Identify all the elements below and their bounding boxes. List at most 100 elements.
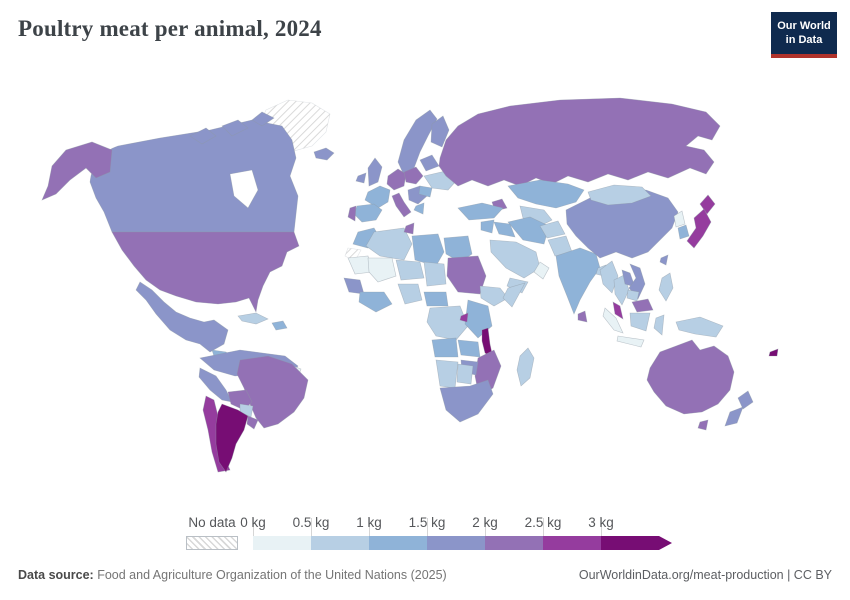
legend-tick-label: 2 kg (472, 515, 498, 530)
country-cambodia[interactable] (626, 289, 640, 302)
country-tasmania[interactable] (697, 419, 709, 431)
country-arctic-island-3[interactable] (251, 111, 275, 127)
country-philippines[interactable] (658, 272, 674, 302)
country-uruguay[interactable] (246, 415, 259, 430)
legend-bin-5[interactable] (543, 536, 601, 550)
country-tunisia[interactable] (403, 222, 415, 235)
country-malaysia-borneo[interactable] (631, 298, 654, 313)
country-alaska[interactable] (41, 141, 113, 201)
country-algeria[interactable] (365, 227, 413, 261)
country-levant[interactable] (480, 219, 495, 234)
country-iraq[interactable] (493, 221, 516, 238)
hudson-bay (229, 169, 259, 209)
country-ethiopia[interactable] (479, 285, 509, 307)
country-oman[interactable] (533, 261, 550, 280)
country-greece[interactable] (413, 202, 425, 215)
country-finland[interactable] (430, 115, 450, 148)
country-turkey[interactable] (457, 202, 504, 221)
country-poland[interactable] (403, 166, 424, 185)
legend-tick (485, 518, 486, 536)
country-germany[interactable] (386, 168, 407, 191)
country-papua-new-guinea[interactable] (675, 316, 724, 338)
country-west-africa-coast[interactable] (358, 291, 393, 313)
country-mali[interactable] (367, 257, 397, 283)
country-france[interactable] (364, 185, 391, 209)
legend-tick-label: 2.5 kg (524, 515, 562, 530)
country-brazil[interactable] (236, 355, 309, 429)
country-afghanistan[interactable] (539, 220, 566, 239)
country-libya[interactable] (411, 233, 445, 267)
country-ireland[interactable] (355, 172, 367, 184)
legend-no-data-label: No data (188, 515, 236, 530)
country-united-kingdom[interactable] (367, 157, 383, 187)
country-new-zealand-north[interactable] (737, 390, 754, 410)
country-united-states[interactable] (111, 231, 300, 313)
country-central-asia[interactable] (519, 205, 553, 227)
legend-bin-2[interactable] (369, 536, 427, 550)
country-rwanda[interactable] (459, 312, 469, 323)
country-north-korea[interactable] (673, 210, 686, 228)
legend-tick (253, 518, 254, 536)
country-mongolia[interactable] (587, 184, 652, 206)
country-indonesia-sulawesi[interactable] (653, 314, 665, 336)
country-namibia[interactable] (435, 359, 459, 389)
country-taiwan[interactable] (659, 254, 669, 266)
country-argentina[interactable] (215, 403, 249, 473)
country-portugal[interactable] (347, 205, 357, 222)
country-arctic-island-2[interactable] (221, 119, 249, 137)
country-fiji[interactable] (768, 348, 779, 357)
owid-logo[interactable]: Our World in Data (771, 12, 837, 58)
country-sri-lanka[interactable] (577, 310, 588, 323)
legend-bin-1[interactable] (311, 536, 369, 550)
legend-bin-0[interactable] (253, 536, 311, 550)
country-dr-congo[interactable] (426, 305, 469, 341)
country-saudi-arabia[interactable] (489, 239, 541, 279)
country-chad[interactable] (423, 261, 447, 287)
country-senegal-guinea[interactable] (343, 277, 365, 295)
legend-bin-6[interactable] (601, 536, 672, 550)
country-romania[interactable] (418, 185, 433, 198)
country-peru[interactable] (198, 367, 233, 403)
legend-no-data-swatch[interactable] (186, 536, 238, 550)
country-cuba[interactable] (237, 312, 269, 325)
country-mexico[interactable] (135, 281, 229, 353)
owid-logo-text: Our World in Data (777, 20, 831, 47)
legend-tick-label: 3 kg (588, 515, 614, 530)
country-iceland[interactable] (313, 147, 335, 161)
country-kazakhstan[interactable] (507, 179, 585, 209)
country-australia[interactable] (646, 339, 735, 415)
country-botswana[interactable] (456, 363, 474, 385)
country-indonesia-kalimantan[interactable] (629, 312, 651, 332)
country-cameroon-car[interactable] (423, 291, 449, 307)
legend-tick (311, 518, 312, 536)
country-zambia[interactable] (457, 339, 481, 358)
country-niger[interactable] (395, 259, 425, 281)
legend-bin-3[interactable] (427, 536, 485, 550)
country-sudan[interactable] (446, 255, 487, 295)
footer-source: Data source: Food and Agriculture Organi… (18, 568, 447, 582)
country-south-korea[interactable] (677, 224, 690, 240)
country-indonesia-java[interactable] (616, 335, 645, 348)
country-italy[interactable] (391, 192, 412, 218)
country-vietnam[interactable] (628, 263, 646, 300)
country-madagascar[interactable] (516, 347, 535, 387)
country-angola[interactable] (431, 337, 459, 358)
country-spain[interactable] (353, 203, 383, 223)
country-arctic-island-1[interactable] (189, 127, 217, 145)
legend-tick (601, 518, 602, 536)
country-india[interactable] (555, 247, 601, 315)
country-indonesia-sumatra[interactable] (602, 307, 624, 334)
country-south-africa[interactable] (439, 379, 494, 423)
country-malaysia-peninsula[interactable] (612, 301, 624, 320)
country-nigeria[interactable] (397, 283, 423, 305)
footer-citation-link[interactable]: OurWorldinData.org/meat-production | CC … (578, 568, 832, 582)
legend-bin-4[interactable] (485, 536, 543, 550)
country-baltics-belarus[interactable] (419, 154, 440, 172)
country-somalia[interactable] (502, 282, 526, 308)
country-japan-honshu[interactable] (686, 208, 712, 249)
country-new-zealand-south[interactable] (724, 406, 744, 427)
country-hispaniola[interactable] (271, 320, 288, 331)
country-russia[interactable] (438, 97, 721, 187)
legend-no-data: No data (186, 515, 238, 550)
